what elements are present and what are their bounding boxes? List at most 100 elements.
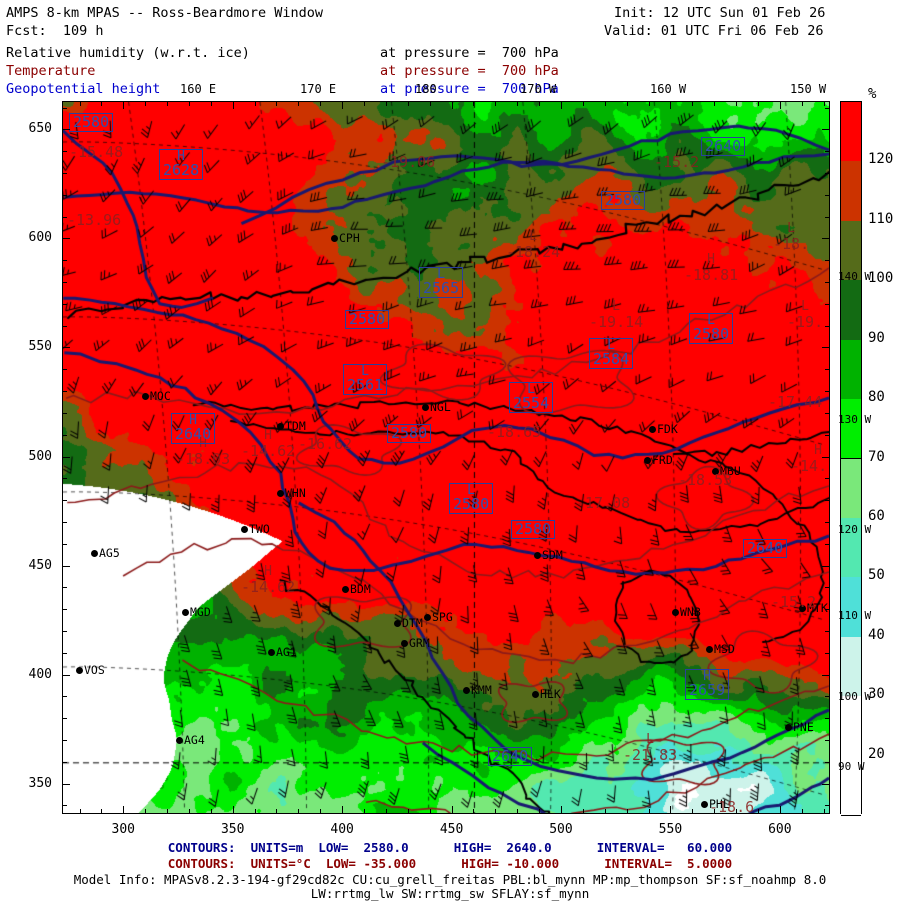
height-value: 2580 [605, 191, 642, 209]
axis-tick [825, 761, 830, 763]
colorbar-tick-label: 50 [868, 567, 885, 584]
axis-tick [62, 521, 67, 523]
axis-tick [62, 151, 67, 153]
height-contour-label: H 2640 [171, 413, 216, 444]
axis-tick [62, 107, 67, 109]
height-value: 2580 [349, 310, 386, 328]
pressure-center-marker: L [437, 267, 445, 282]
temperature-contour-label: H -14.62 [241, 564, 296, 596]
lon-label-top: 150 W [790, 82, 827, 96]
colorbar-tick-label: 90 [868, 329, 885, 346]
init-time: Init: 12 UTC Sun 01 Feb 26 [614, 5, 826, 21]
station-dot [176, 737, 183, 744]
pressure-center-marker: H [814, 443, 822, 458]
colorbar-tick-label: 20 [868, 745, 885, 762]
temperature-value: -18.81 [684, 266, 739, 284]
axis-tick [62, 347, 70, 349]
pressure-center-marker: L [707, 313, 715, 328]
height-value: 2640 [492, 747, 529, 765]
height-contour-label: L 2584 [589, 338, 634, 369]
axis-tick [62, 129, 70, 131]
temperature-contour-label: -13.96 [67, 211, 121, 229]
axis-tick [539, 101, 541, 106]
x-tick-label: 550 [658, 822, 683, 837]
height-contour-label: H 2628 [159, 149, 204, 180]
lon-label-right: 140 W [838, 270, 872, 283]
axis-tick [407, 101, 409, 106]
axis-tick [62, 543, 67, 545]
pressure-center-marker: H [264, 564, 272, 579]
colorbar-tick-label: 30 [868, 686, 885, 703]
axis-tick [825, 391, 830, 393]
axis-tick [210, 809, 212, 814]
pressure-center-marker: H [189, 413, 197, 428]
field-level-geopotential: at pressure = 700 hPa [380, 81, 559, 97]
station-label: MBU [720, 464, 741, 478]
axis-tick [342, 806, 344, 814]
x-tick-label: 600 [768, 822, 792, 837]
axis-tick [385, 101, 387, 106]
lon-label-right: 120 W [838, 523, 872, 536]
temperature-value: -18.6 [709, 798, 755, 814]
axis-tick [648, 809, 650, 814]
axis-tick [495, 101, 497, 106]
axis-tick [167, 101, 169, 106]
lon-label-right: 90 W [838, 760, 865, 773]
temperature-value: -17.44 [768, 393, 823, 411]
axis-tick [604, 809, 606, 814]
contour-info-temperature: CONTOURS: UNITS=°C LOW= -35.000 HIGH= -1… [167, 856, 733, 871]
axis-tick [626, 101, 628, 106]
axis-tick [62, 282, 67, 284]
axis-tick [825, 478, 830, 480]
axis-tick [822, 238, 830, 240]
axis-tick [62, 587, 67, 589]
station-dot [76, 667, 83, 674]
lon-label-top: 180 [415, 82, 437, 96]
axis-tick [123, 101, 125, 109]
axis-tick [823, 101, 825, 106]
station-dot [277, 423, 284, 430]
axis-tick [825, 718, 830, 720]
axis-tick [801, 809, 803, 814]
pressure-center-marker: H [707, 252, 715, 267]
axis-tick [560, 806, 562, 814]
axis-tick [320, 809, 322, 814]
temperature-value: -14.62 [241, 578, 296, 596]
colorbar-band [841, 102, 861, 163]
station-label: MSD [714, 642, 735, 656]
map-overlays: CPH MOC TDM NGL WHN TWO AG5 MGD VOS AG1 AG4 BDM DTM S… [63, 102, 829, 813]
station-label: TDM [285, 419, 306, 433]
axis-tick [825, 805, 830, 807]
axis-tick [62, 172, 67, 174]
temperature-value: -18. [773, 235, 810, 253]
height-contour-label: 2580 [345, 310, 390, 329]
colorbar-band [841, 399, 861, 460]
pressure-center-marker: H [264, 428, 272, 443]
valid-time: Valid: 01 UTC Fri 06 Feb 26 [604, 23, 824, 39]
temperature-value: -15.48 [69, 143, 124, 161]
axis-tick [62, 500, 67, 502]
axis-tick [825, 282, 830, 284]
station-dot [401, 640, 408, 647]
axis-tick [692, 101, 694, 106]
colorbar-tick-label: 70 [868, 448, 885, 465]
height-value: 2640 [747, 539, 784, 557]
axis-tick [79, 101, 81, 106]
temperature-contour-label: L -21.83 [623, 733, 677, 764]
x-tick-label: 400 [330, 822, 354, 837]
height-contour-label: L 2580 [689, 313, 734, 344]
axis-tick [62, 478, 67, 480]
station-dot [182, 609, 189, 616]
axis-tick [62, 565, 70, 567]
y-tick-label: 650 [28, 121, 52, 137]
map-plot-area[interactable]: CPH MOC TDM NGL WHN TWO AG5 MGD VOS AG1 AG4 BDM DTM S… [62, 101, 830, 814]
station-label: FRD [652, 453, 673, 467]
axis-tick [364, 101, 366, 106]
y-tick-label: 400 [28, 666, 52, 682]
axis-tick [517, 809, 519, 814]
station-dot [422, 404, 429, 411]
axis-tick [825, 107, 830, 109]
height-value: 2580 [453, 495, 490, 513]
axis-tick [692, 809, 694, 814]
